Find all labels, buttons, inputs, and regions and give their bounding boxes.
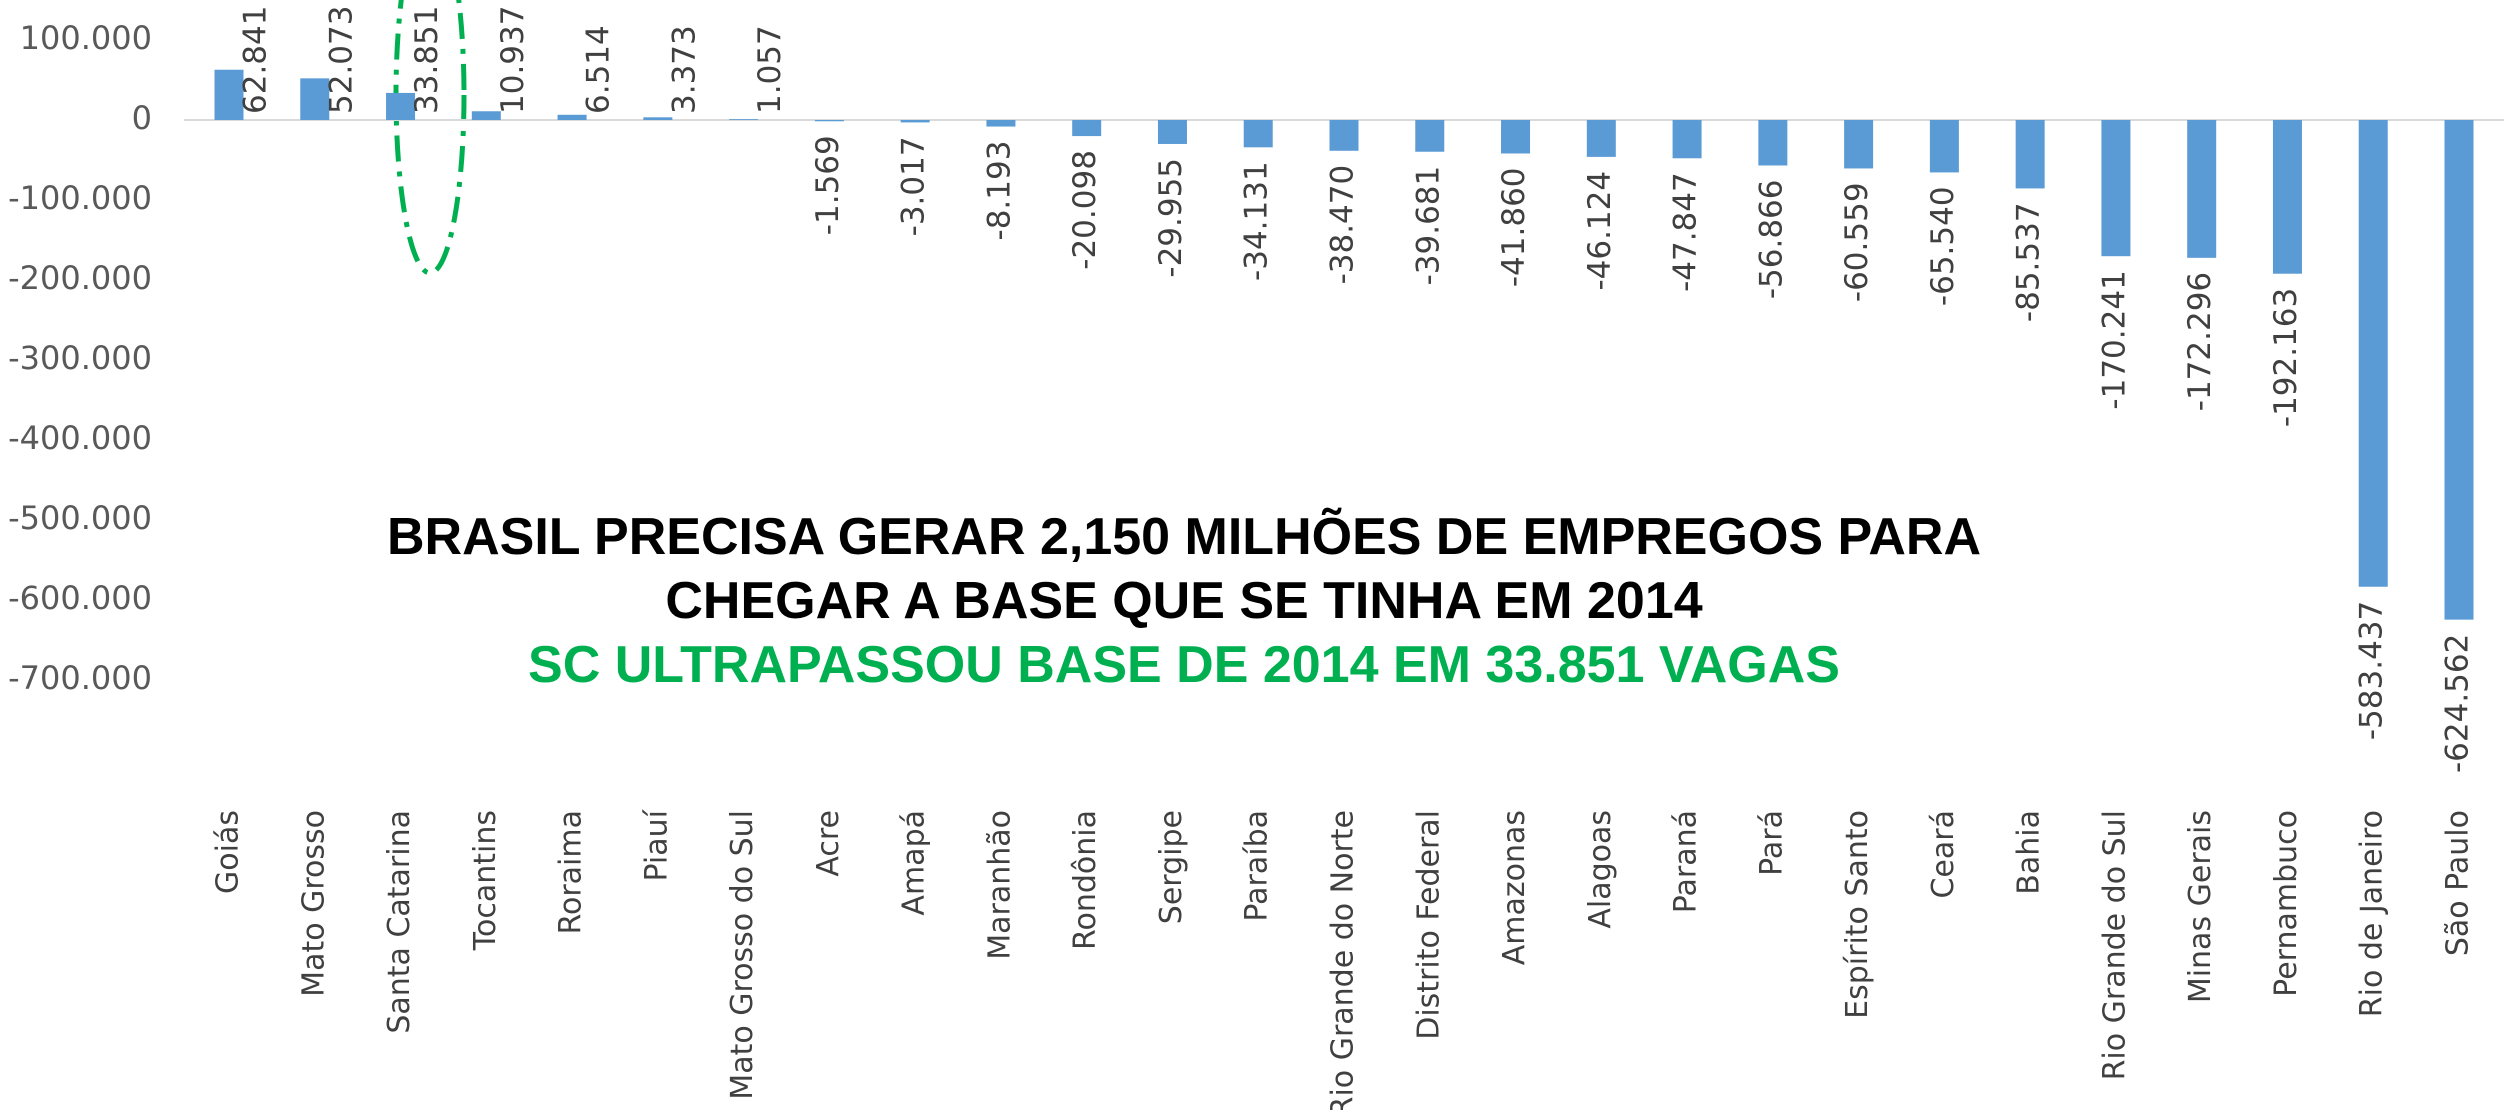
x-tick-label: Acre xyxy=(811,810,846,877)
bar xyxy=(471,111,501,120)
annotation: SC ULTRAPASSOU BASE DE 2014 EM 33.851 VA… xyxy=(528,636,1840,694)
x-tick-label: Rio Grande do Sul xyxy=(2097,810,2132,1080)
x-tick-label: Paraíba xyxy=(1240,810,1275,922)
x-tick-label: Ceará xyxy=(1926,810,1961,899)
x-tick-label: Espírito Santo xyxy=(1840,810,1875,1019)
bar xyxy=(1758,120,1788,166)
bar xyxy=(1243,120,1273,148)
value-label: -20.098 xyxy=(1067,150,1103,270)
value-label: 62.841 xyxy=(238,6,274,114)
bar xyxy=(1586,120,1616,157)
bar xyxy=(1844,120,1874,169)
bar xyxy=(729,119,759,120)
x-tick-label: Rio de Janeiro xyxy=(2355,810,2390,1017)
y-tick-label: -600.000 xyxy=(8,579,152,617)
value-label: 10.937 xyxy=(495,6,531,114)
bar xyxy=(1415,120,1445,152)
bar xyxy=(2358,120,2388,587)
bar xyxy=(1929,120,1959,173)
value-label: -583.437 xyxy=(2354,601,2390,740)
y-tick-label: 100.000 xyxy=(20,19,152,57)
x-tick-label: Pernambuco xyxy=(2269,810,2304,997)
value-label: 52.073 xyxy=(323,6,359,114)
value-label: -39.681 xyxy=(1410,166,1446,286)
x-tick-label: Rio Grande do Norte xyxy=(1326,810,1361,1110)
bar xyxy=(1072,120,1102,137)
value-label: -624.562 xyxy=(2440,634,2476,773)
bar xyxy=(1329,120,1359,151)
y-tick-label: -200.000 xyxy=(8,259,152,297)
annotation: BRASIL PRECISA GERAR 2,150 MILHÕES DE EM… xyxy=(387,507,1981,566)
x-tick-label: Goiás xyxy=(211,810,246,894)
value-label: -65.540 xyxy=(1925,186,1961,306)
y-tick-label: -100.000 xyxy=(8,179,152,217)
x-tick-label: Santa Catarina xyxy=(382,810,417,1034)
value-label: -56.866 xyxy=(1753,179,1789,299)
annotation: CHEGAR A BASE QUE SE TINHA EM 2014 xyxy=(665,572,1702,630)
x-tick-label: Amazonas xyxy=(1497,810,1532,965)
value-label: 6.514 xyxy=(581,25,617,114)
x-tick-label: Mato Grosso do Sul xyxy=(725,810,760,1100)
bar xyxy=(2444,120,2474,620)
value-label: 33.851 xyxy=(409,6,445,114)
bar xyxy=(386,92,416,120)
value-label: -170.241 xyxy=(2096,270,2132,409)
x-tick-label: Amapá xyxy=(897,810,932,916)
x-tick-label: São Paulo xyxy=(2441,810,2476,956)
x-tick-label: Sergipe xyxy=(1154,810,1189,924)
x-tick-label: Pará xyxy=(1754,810,1789,876)
bar xyxy=(557,114,587,120)
bar xyxy=(300,78,330,120)
x-tick-label: Maranhão xyxy=(982,810,1017,960)
x-tick-label: Piauí xyxy=(639,808,674,881)
bar xyxy=(2187,120,2217,258)
bar xyxy=(2101,120,2131,257)
value-label: -1.569 xyxy=(810,135,846,235)
value-label: -60.559 xyxy=(1839,182,1875,302)
bar xyxy=(900,120,930,123)
y-tick-label: -400.000 xyxy=(8,419,152,457)
bar xyxy=(643,117,673,120)
value-label: -34.131 xyxy=(1239,161,1275,281)
value-label: -41.860 xyxy=(1496,167,1532,287)
bar xyxy=(814,120,844,122)
x-tick-label: Bahia xyxy=(2012,810,2047,895)
bar xyxy=(214,69,244,120)
x-tick-label: Paraná xyxy=(1669,810,1704,913)
value-label: -46.124 xyxy=(1582,171,1618,291)
y-tick-label: -500.000 xyxy=(8,499,152,537)
x-tick-label: Minas Gerais xyxy=(2183,810,2218,1003)
bar xyxy=(1501,120,1531,154)
value-label: 3.373 xyxy=(666,25,702,114)
value-label: -29.955 xyxy=(1153,158,1189,278)
bar xyxy=(2015,120,2045,189)
x-tick-label: Rondônia xyxy=(1068,810,1103,950)
value-label: -3.017 xyxy=(896,136,932,236)
bar xyxy=(1672,120,1702,159)
value-label: -38.470 xyxy=(1325,165,1361,285)
bar xyxy=(986,120,1016,127)
x-tick-label: Roraima xyxy=(554,810,589,935)
bar xyxy=(2272,120,2302,274)
y-tick-label: 0 xyxy=(132,99,152,137)
x-tick-label: Tocantins xyxy=(468,810,503,951)
x-tick-label: Alagoas xyxy=(1583,810,1618,929)
value-label: 1.057 xyxy=(752,25,788,114)
value-label: -47.847 xyxy=(1668,172,1704,292)
value-label: -85.537 xyxy=(2011,202,2047,322)
bar xyxy=(1157,120,1187,144)
x-tick-label: Distrito Federal xyxy=(1411,810,1446,1040)
y-tick-label: -700.000 xyxy=(8,659,152,697)
value-label: -172.296 xyxy=(2182,272,2218,411)
value-label: -8.193 xyxy=(981,141,1017,241)
value-label: -192.163 xyxy=(2268,288,2304,427)
y-tick-label: -300.000 xyxy=(8,339,152,377)
x-tick-label: Mato Grosso xyxy=(296,810,331,997)
